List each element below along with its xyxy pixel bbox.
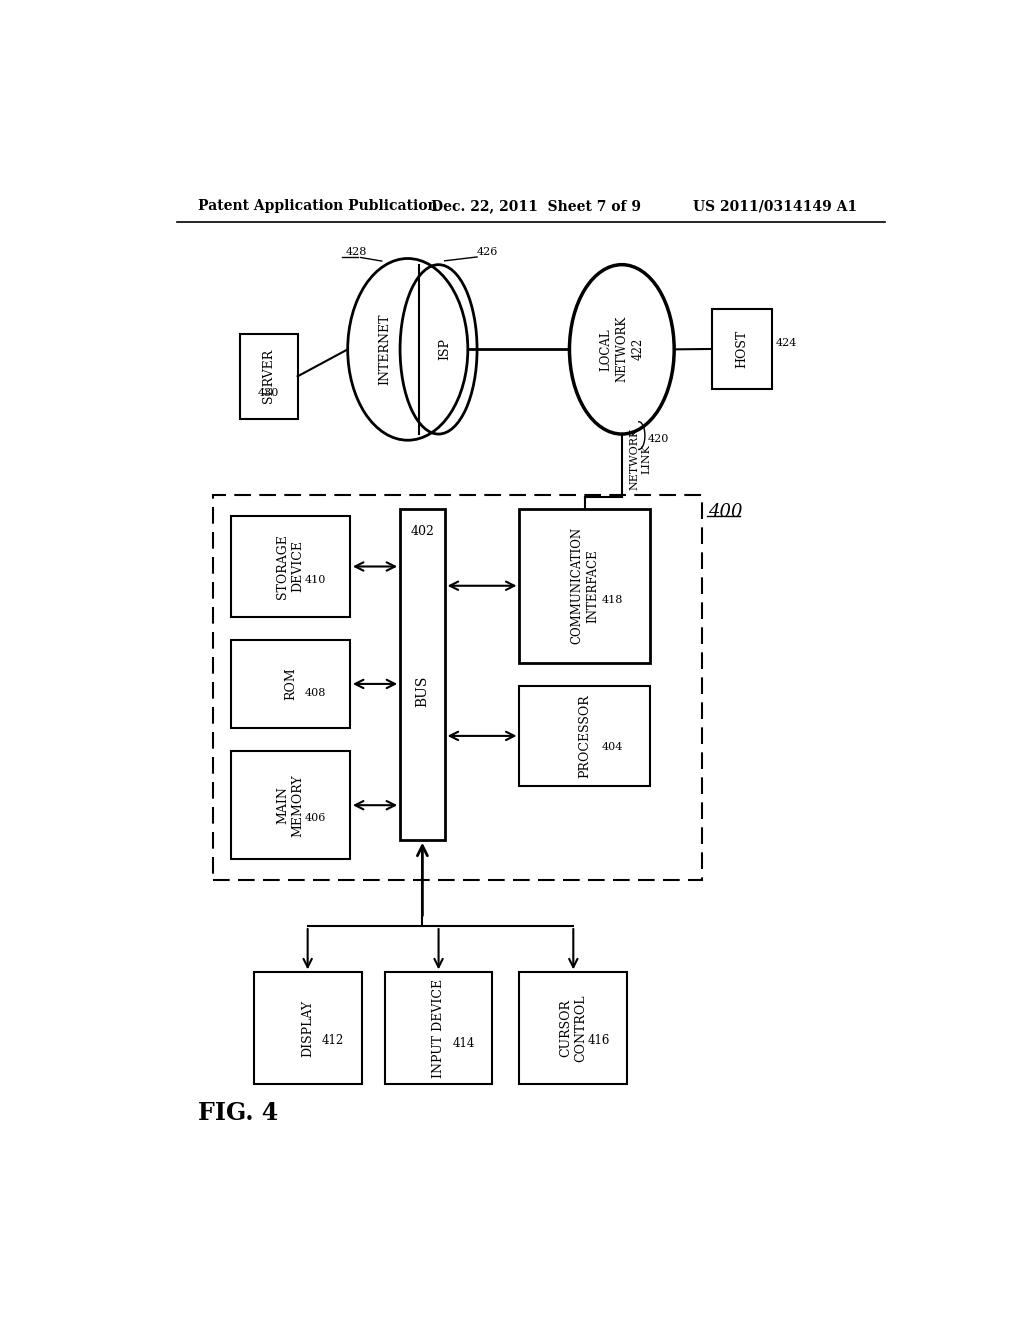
Bar [519,973,628,1084]
Bar [519,508,650,663]
Bar [254,973,361,1084]
Text: 406: 406 [304,813,326,822]
Text: 414: 414 [453,1038,475,1049]
Bar [230,516,350,616]
Bar [240,334,298,418]
Text: INPUT DEVICE: INPUT DEVICE [432,978,445,1077]
Bar [230,751,350,859]
Text: LOCAL
NETWORK
422: LOCAL NETWORK 422 [599,317,644,383]
Text: US 2011/0314149 A1: US 2011/0314149 A1 [692,199,857,213]
Text: 416: 416 [587,1034,609,1047]
Text: STORAGE
DEVICE: STORAGE DEVICE [276,535,304,599]
Text: ISP: ISP [438,338,452,360]
Text: 404: 404 [602,742,624,751]
Text: COMMUNICATION
INTERFACE: COMMUNICATION INTERFACE [570,527,599,644]
Text: HOST: HOST [735,330,749,368]
Text: 412: 412 [322,1034,344,1047]
Text: 430: 430 [258,388,280,399]
Bar [712,309,772,389]
Text: 426: 426 [477,247,499,256]
Text: FIG. 4: FIG. 4 [199,1101,279,1125]
Text: CURSOR
CONTROL: CURSOR CONTROL [559,994,588,1061]
Text: ROM: ROM [284,668,297,701]
Text: 400: 400 [708,503,742,521]
Text: DISPLAY: DISPLAY [301,999,314,1057]
Text: 424: 424 [776,338,798,347]
Text: INTERNET: INTERNET [378,314,391,385]
Text: NETWORK
LINK: NETWORK LINK [630,428,651,490]
Text: 410: 410 [304,576,326,585]
Text: 402: 402 [411,525,434,539]
Text: PROCESSOR: PROCESSOR [579,694,592,777]
Text: 420: 420 [648,434,670,445]
Text: SERVER: SERVER [262,350,275,404]
Text: MAIN
MEMORY: MAIN MEMORY [276,774,304,837]
Bar [385,973,493,1084]
Bar [400,508,444,840]
Text: Patent Application Publication: Patent Application Publication [199,199,438,213]
Text: 418: 418 [602,594,624,605]
Bar [230,640,350,729]
Text: 428: 428 [346,247,368,256]
Text: 408: 408 [304,688,326,698]
Bar [519,686,650,785]
Text: Dec. 22, 2011  Sheet 7 of 9: Dec. 22, 2011 Sheet 7 of 9 [431,199,641,213]
Bar [213,495,701,880]
Text: BUS: BUS [416,675,429,706]
